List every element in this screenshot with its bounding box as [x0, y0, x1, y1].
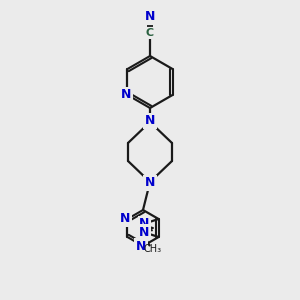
Text: N: N	[121, 88, 132, 101]
Text: CH₃: CH₃	[143, 244, 161, 254]
Text: N: N	[136, 239, 146, 253]
Text: N: N	[139, 226, 150, 239]
Text: N: N	[145, 11, 155, 23]
Text: N: N	[145, 115, 155, 128]
Text: C: C	[146, 28, 154, 38]
Text: N: N	[145, 176, 155, 190]
Text: N: N	[139, 217, 150, 230]
Text: N: N	[120, 212, 130, 226]
